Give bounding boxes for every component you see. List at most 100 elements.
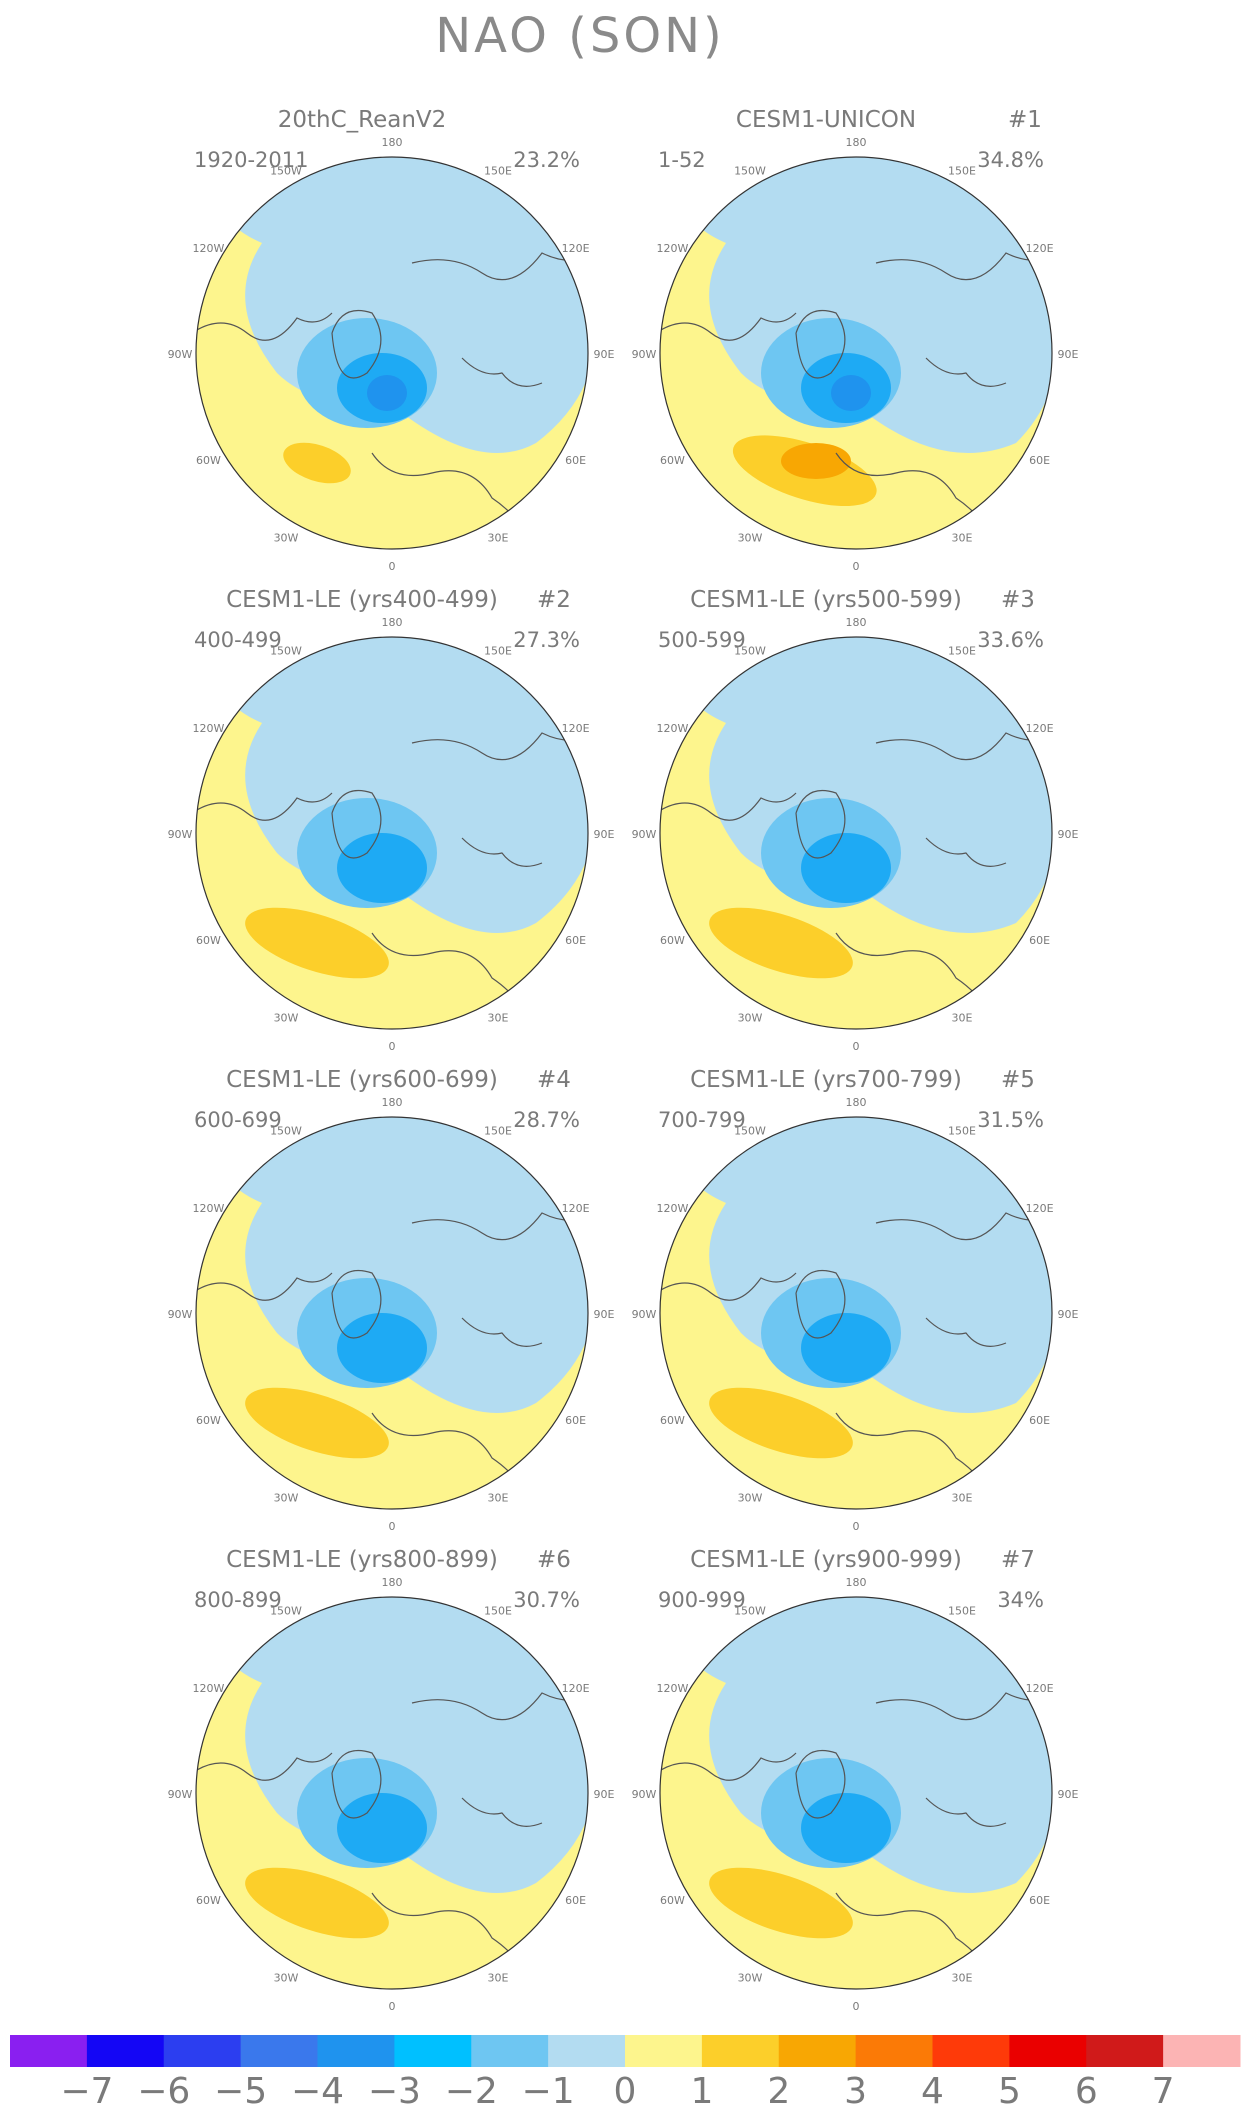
colorbar-swatch	[778, 2035, 857, 2067]
longitude-label: 30W	[274, 1012, 299, 1025]
colorbar-label: −6	[137, 2071, 190, 2112]
colorbar-label: −5	[214, 2071, 267, 2112]
longitude-label: 90W	[632, 1788, 657, 1801]
colorbar: −7 −6 −5 −4 −3 −2 −1 0 1 2 3 4 5 6 7	[10, 2035, 1241, 2112]
panel-member: #3	[1001, 587, 1035, 613]
longitude-label: 90W	[632, 828, 657, 841]
panel-years: 1920-2011	[194, 148, 308, 172]
longitude-label: 120E	[562, 1682, 590, 1695]
colorbar-swatch	[86, 2035, 165, 2067]
longitude-label: 180	[382, 1096, 403, 1109]
longitude-label: 60W	[660, 1894, 685, 1907]
longitude-label: 60E	[1029, 454, 1050, 467]
colorbar-label: 7	[1152, 2071, 1175, 2112]
colorbar-swatch	[1086, 2035, 1164, 2067]
longitude-label: 90W	[168, 1308, 193, 1321]
positive-anomaly	[245, 907, 389, 979]
longitude-label: 90E	[1058, 828, 1079, 841]
longitude-label: 150E	[484, 164, 512, 177]
longitude-label: 120W	[656, 1202, 688, 1215]
panel-member: #7	[1001, 1547, 1035, 1573]
longitude-label: 90W	[168, 828, 193, 841]
panel-variance: 28.7%	[513, 1108, 580, 1132]
longitude-label: 90E	[594, 828, 615, 841]
colorbar-label: 5	[998, 2071, 1021, 2112]
longitude-label: 120W	[656, 722, 688, 735]
panel-variance: 27.3%	[513, 628, 580, 652]
panel-title: CESM1-LE (yrs600-699)	[226, 1067, 498, 1093]
positive-anomaly	[709, 1867, 853, 1939]
longitude-label: 90W	[632, 1308, 657, 1321]
longitude-label: 60E	[565, 1894, 586, 1907]
longitude-label: 60W	[196, 934, 221, 947]
colorbar-swatch	[701, 2035, 780, 2067]
colorbar-label: −3	[368, 2071, 421, 2112]
panel-years: 900-999	[658, 1588, 746, 1612]
longitude-label: 180	[846, 1576, 867, 1589]
panel-years: 700-799	[658, 1108, 746, 1132]
longitude-label: 120E	[1026, 242, 1054, 255]
longitude-label: 150E	[484, 644, 512, 657]
panel-member: #1	[1008, 107, 1042, 133]
longitude-label: 30E	[952, 532, 973, 545]
map-border	[195, 1116, 589, 1510]
longitude-label: 120E	[562, 722, 590, 735]
colorbar-swatch	[1163, 2035, 1241, 2067]
map-panel-2: 180 150E 120E 90E 60E 30E 0 30W 60W 90W 120W 150W CE…	[168, 587, 615, 1053]
panel-variance: 30.7%	[513, 1588, 580, 1612]
panel-title: CESM1-LE (yrs800-899)	[226, 1547, 498, 1573]
longitude-label: 120E	[1026, 722, 1054, 735]
panel-title: 20thC_ReanV2	[278, 107, 447, 133]
longitude-label: 90E	[1058, 348, 1079, 361]
longitude-label: 60W	[196, 454, 221, 467]
longitude-label: 30W	[738, 1972, 763, 1985]
longitude-label: 30E	[952, 1972, 973, 1985]
longitude-label: 180	[846, 616, 867, 629]
longitude-label: 150W	[734, 644, 766, 657]
colorbar-label: −4	[291, 2071, 344, 2112]
longitude-label: 120E	[562, 242, 590, 255]
colorbar-swatch	[240, 2035, 319, 2067]
panel-title: CESM1-LE (yrs400-499)	[226, 587, 498, 613]
panel-years: 400-499	[194, 628, 282, 652]
longitude-label: 0	[853, 1040, 860, 1053]
longitude-label: 90W	[168, 348, 193, 361]
longitude-label: 90E	[594, 348, 615, 361]
negative-core	[801, 1313, 891, 1383]
map-field	[660, 157, 1052, 549]
panel-member: #4	[537, 1067, 571, 1093]
panel-member: #2	[537, 587, 571, 613]
panel-variance: 23.2%	[513, 148, 580, 172]
longitude-label: 30W	[274, 532, 299, 545]
longitude-label: 150W	[270, 164, 302, 177]
longitude-label: 180	[846, 1096, 867, 1109]
colorbar-swatch	[394, 2035, 472, 2067]
positive-anomaly	[709, 1387, 853, 1459]
longitude-label: 150W	[270, 1124, 302, 1137]
longitude-label: 30W	[738, 1492, 763, 1505]
colorbar-swatch	[317, 2035, 395, 2067]
longitude-label: 120W	[192, 722, 224, 735]
positive-anomaly-core	[781, 443, 851, 479]
longitude-label: 150E	[484, 1604, 512, 1617]
longitude-label: 150W	[270, 1604, 302, 1617]
longitude-label: 30E	[488, 1012, 509, 1025]
longitude-label: 150E	[948, 1124, 976, 1137]
longitude-label: 120E	[1026, 1682, 1054, 1695]
longitude-label: 60E	[1029, 934, 1050, 947]
colorbar-label: 3	[844, 2071, 867, 2112]
map-panel-4: 180 150E 120E 90E 60E 30E 0 30W 60W 90W 120W 150W CE…	[168, 1067, 615, 1533]
longitude-label: 180	[382, 136, 403, 149]
panel-variance: 33.6%	[977, 628, 1044, 652]
longitude-label: 60W	[660, 934, 685, 947]
longitude-label: 90W	[632, 348, 657, 361]
longitude-label: 120W	[656, 242, 688, 255]
longitude-label: 120E	[1026, 1202, 1054, 1215]
colorbar-label: −2	[445, 2071, 498, 2112]
longitude-label: 120W	[656, 1682, 688, 1695]
panel-years: 600-699	[194, 1108, 282, 1132]
longitude-label: 30E	[488, 532, 509, 545]
colorbar-swatch	[10, 2035, 88, 2067]
longitude-label: 120E	[562, 1202, 590, 1215]
